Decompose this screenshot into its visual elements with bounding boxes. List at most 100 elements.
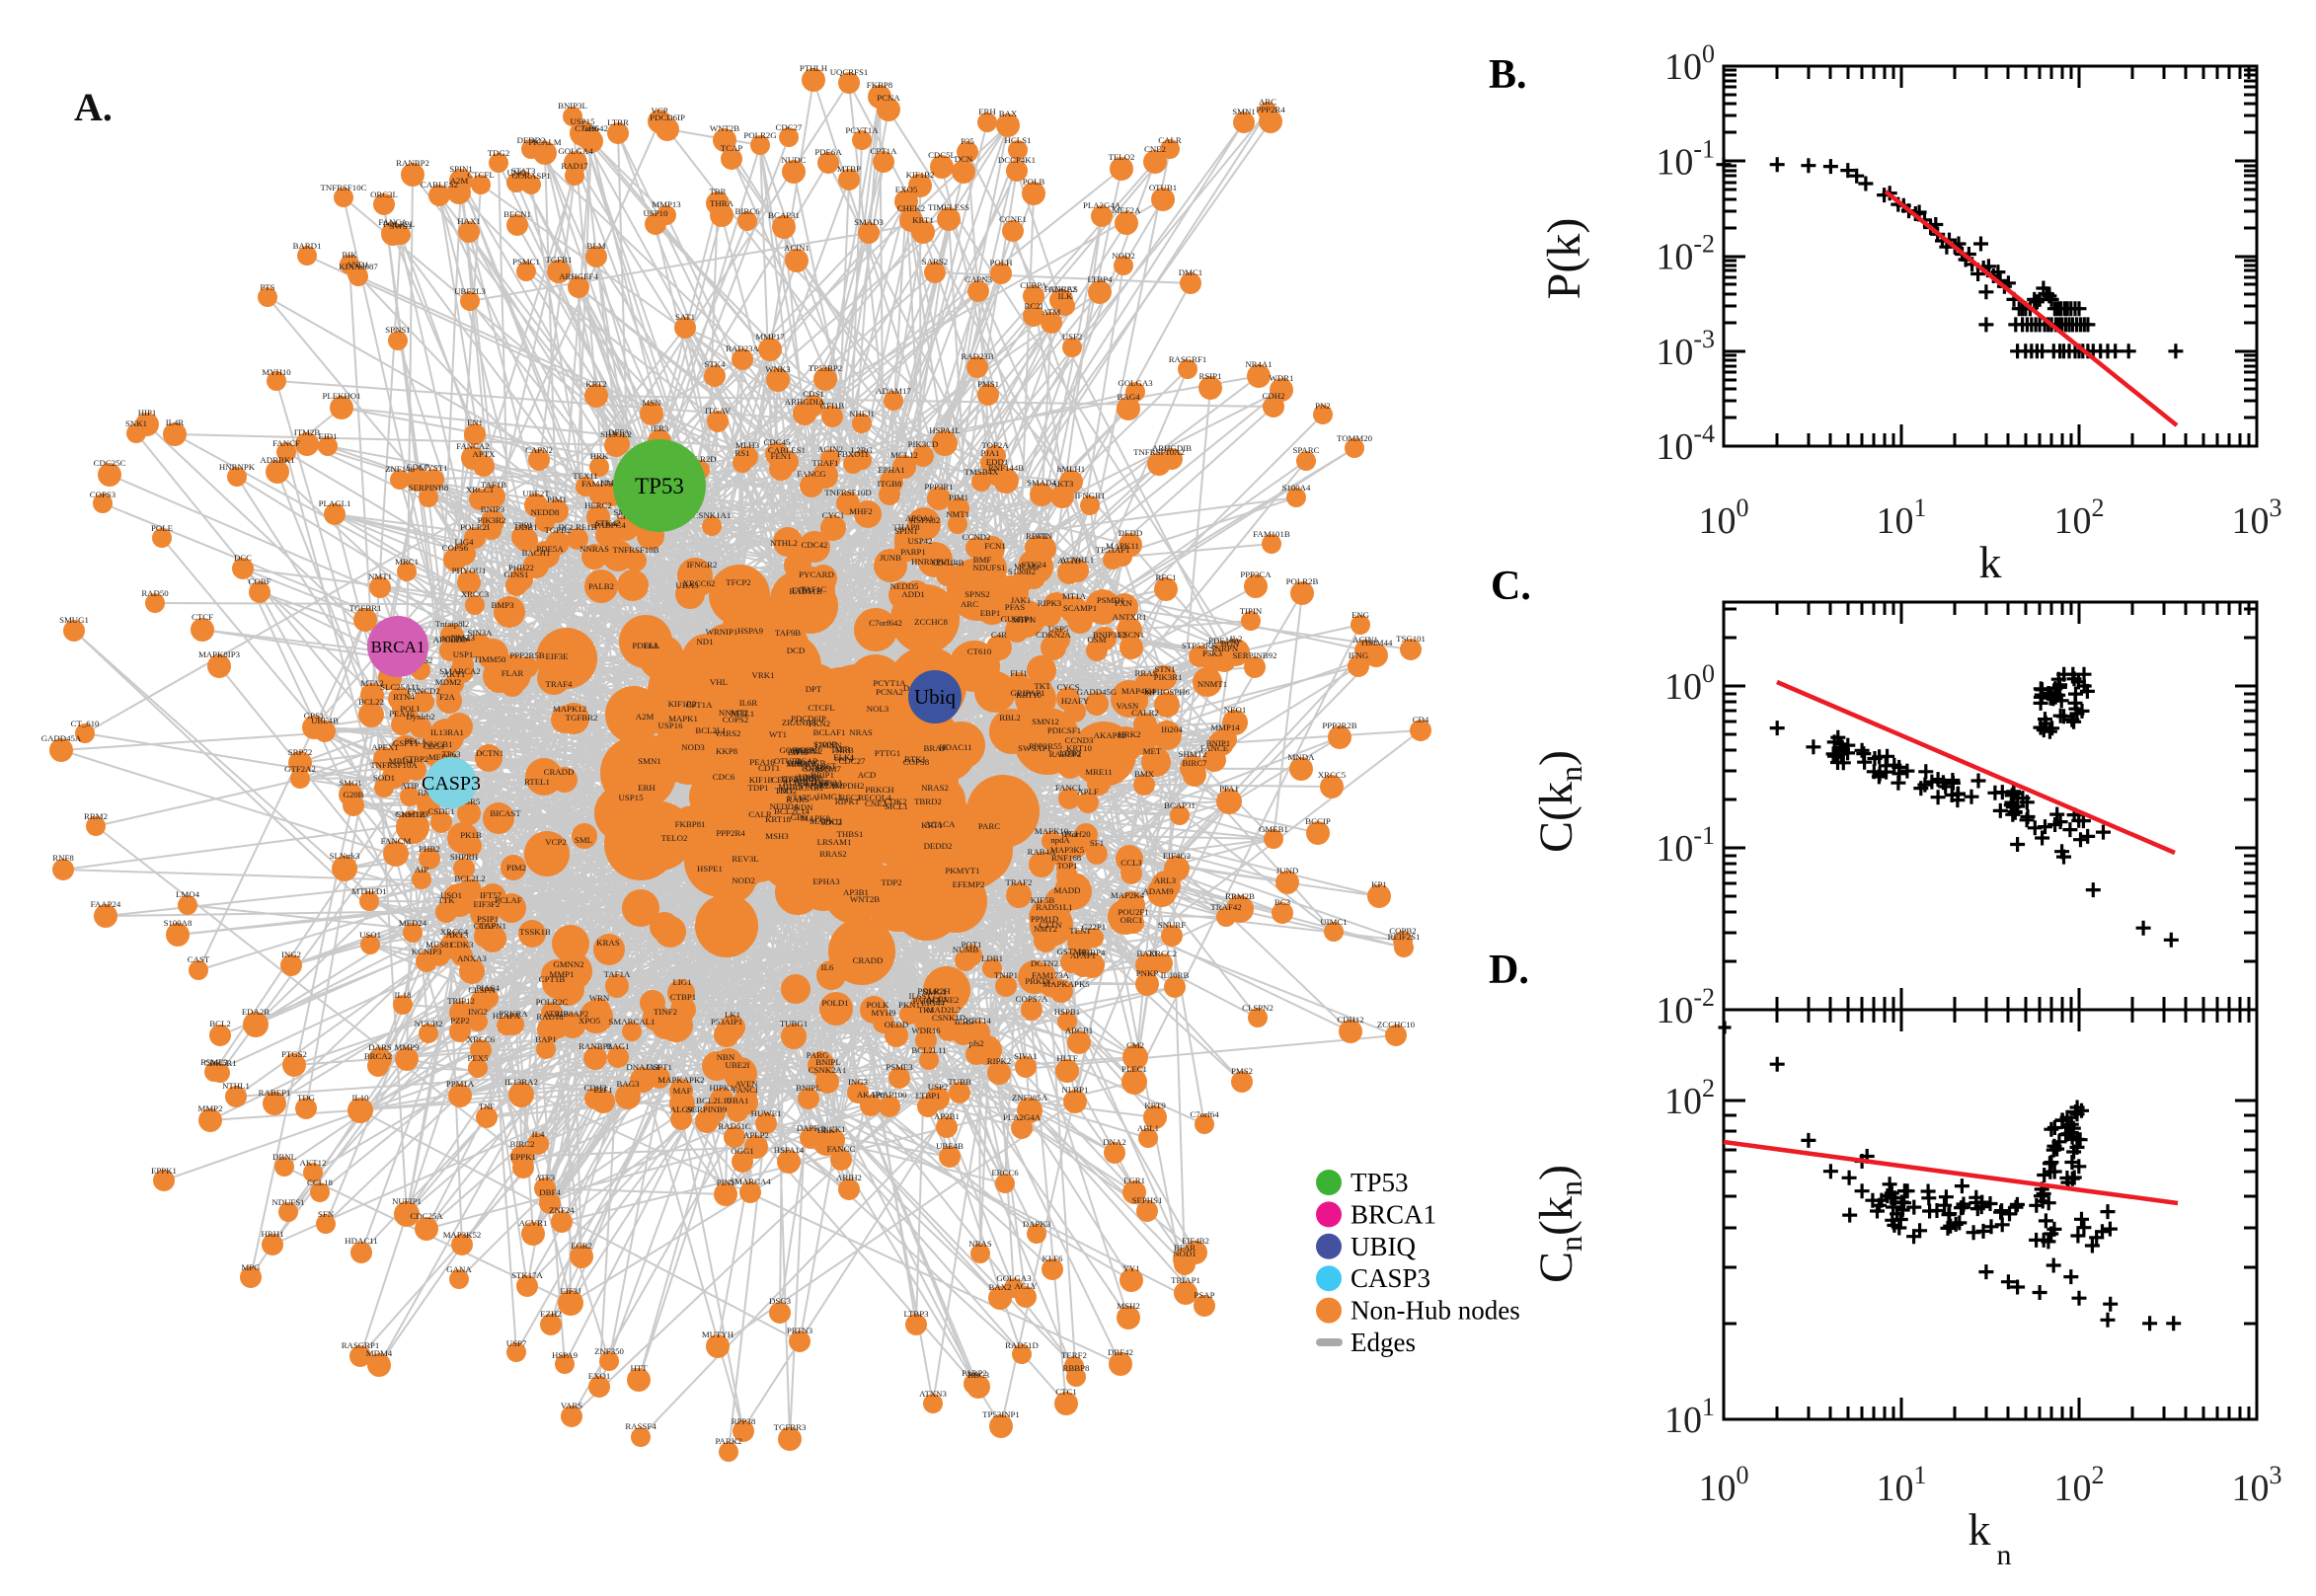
svg-text:MHF2: MHF2 bbox=[849, 506, 872, 516]
svg-text:BNIPL: BNIPL bbox=[796, 1083, 820, 1093]
svg-text:ATM: ATM bbox=[1042, 307, 1061, 317]
svg-text:EPHA1: EPHA1 bbox=[878, 465, 904, 475]
svg-text:CDC25A: CDC25A bbox=[410, 1211, 443, 1221]
svg-text:ACACA: ACACA bbox=[925, 819, 956, 829]
svg-text:MPHOSPH6: MPHOSPH6 bbox=[1144, 687, 1191, 697]
svg-text:LTBP1: LTBP1 bbox=[915, 1091, 940, 1101]
svg-text:TNIP1: TNIP1 bbox=[994, 970, 1018, 980]
svg-text:SMG1: SMG1 bbox=[339, 778, 361, 788]
svg-text:CDK3: CDK3 bbox=[451, 940, 475, 950]
svg-text:SMAD3: SMAD3 bbox=[854, 217, 884, 227]
svg-text:IL13RA1: IL13RA1 bbox=[430, 727, 464, 737]
svg-text:DSG3: DSG3 bbox=[769, 1296, 792, 1306]
svg-text:EIF4G2: EIF4G2 bbox=[1163, 851, 1191, 861]
svg-text:PN2: PN2 bbox=[1315, 401, 1331, 411]
svg-text:CCNE1: CCNE1 bbox=[999, 214, 1027, 224]
svg-text:RFC2: RFC2 bbox=[839, 793, 860, 802]
svg-text:OGG1: OGG1 bbox=[731, 1146, 753, 1156]
svg-text:RSIP1: RSIP1 bbox=[1199, 371, 1222, 381]
svg-text:EFEMP2: EFEMP2 bbox=[953, 879, 985, 889]
svg-text:LTBR: LTBR bbox=[607, 117, 629, 127]
svg-text:HSPA14: HSPA14 bbox=[774, 1145, 805, 1155]
svg-text:PARC: PARC bbox=[978, 821, 1000, 831]
svg-text:RBBP4: RBBP4 bbox=[1079, 948, 1106, 957]
svg-text:JAK1: JAK1 bbox=[1011, 595, 1032, 605]
svg-text:PEG3: PEG3 bbox=[404, 736, 425, 746]
svg-text:WRNIP1: WRNIP1 bbox=[706, 627, 738, 637]
svg-text:TRAF2: TRAF2 bbox=[1006, 877, 1033, 887]
svg-text:D.: D. bbox=[1489, 948, 1529, 993]
svg-text:TOP2A: TOP2A bbox=[981, 440, 1009, 450]
svg-text:NEDD4: NEDD4 bbox=[770, 801, 799, 811]
svg-text:BIK: BIK bbox=[342, 250, 357, 260]
svg-text:EXO5: EXO5 bbox=[895, 185, 918, 194]
svg-text:OEDD: OEDD bbox=[885, 1020, 908, 1029]
svg-text:RASGRP1: RASGRP1 bbox=[342, 1340, 380, 1350]
svg-text:CAST: CAST bbox=[188, 954, 210, 964]
svg-text:NTHL2: NTHL2 bbox=[770, 538, 798, 548]
svg-text:HIP1: HIP1 bbox=[138, 408, 157, 418]
svg-text:RASSF4: RASSF4 bbox=[625, 1421, 656, 1431]
svg-text:GRIPAP1: GRIPAP1 bbox=[1011, 688, 1045, 698]
svg-text:RNF168: RNF168 bbox=[1051, 853, 1082, 863]
svg-text:SWSAP1: SWSAP1 bbox=[1018, 743, 1051, 753]
svg-text:USO1: USO1 bbox=[359, 930, 381, 940]
svg-text:SML: SML bbox=[575, 835, 592, 845]
svg-text:HUWE1: HUWE1 bbox=[751, 1108, 782, 1118]
svg-text:THBS1: THBS1 bbox=[837, 829, 864, 839]
svg-text:E2F1: E2F1 bbox=[593, 1085, 612, 1095]
svg-text:BAG3: BAG3 bbox=[617, 1079, 641, 1089]
svg-text:SMG1: SMG1 bbox=[923, 987, 946, 997]
svg-text:HCLS1: HCLS1 bbox=[1005, 135, 1032, 145]
svg-text:PTS: PTS bbox=[260, 282, 274, 292]
svg-text:C7orf64: C7orf64 bbox=[1190, 1109, 1219, 1119]
svg-text:n: n bbox=[1997, 1539, 2012, 1571]
svg-text:MSN: MSN bbox=[642, 398, 661, 408]
svg-text:UBE2T: UBE2T bbox=[522, 489, 550, 498]
svg-text:ZNF350: ZNF350 bbox=[594, 1346, 624, 1356]
svg-text:VCP2: VCP2 bbox=[545, 837, 567, 847]
svg-text:PPM1A: PPM1A bbox=[446, 1079, 475, 1089]
svg-text:BAG4: BAG4 bbox=[1118, 392, 1141, 402]
svg-text:POU2F1: POU2F1 bbox=[1118, 907, 1148, 917]
svg-text:MMP14: MMP14 bbox=[1210, 722, 1240, 732]
svg-text:PHB22: PHB22 bbox=[508, 563, 534, 572]
svg-text:JUND: JUND bbox=[1276, 866, 1298, 875]
svg-text:COPS7A: COPS7A bbox=[1016, 994, 1048, 1004]
svg-text:NHEJ1: NHEJ1 bbox=[849, 409, 875, 418]
svg-text:MAPK1: MAPK1 bbox=[668, 714, 698, 723]
svg-text:C7orf642: C7orf642 bbox=[869, 618, 902, 628]
svg-text:MAP2K4: MAP2K4 bbox=[1111, 890, 1145, 900]
svg-text:PRTN3: PRTN3 bbox=[787, 1326, 813, 1335]
svg-text:CLSPN2: CLSPN2 bbox=[1242, 1003, 1274, 1013]
svg-text:XRCC6: XRCC6 bbox=[467, 1034, 496, 1044]
svg-text:H2AFX: H2AFX bbox=[493, 1011, 521, 1021]
svg-text:IL6R: IL6R bbox=[739, 698, 758, 708]
svg-text:ARC: ARC bbox=[961, 599, 978, 609]
svg-text:ZNF148: ZNF148 bbox=[385, 464, 415, 474]
svg-text:UIMC1: UIMC1 bbox=[1320, 917, 1347, 927]
svg-text:ENG: ENG bbox=[1351, 610, 1370, 620]
svg-text:RANBP2: RANBP2 bbox=[396, 158, 429, 168]
svg-text:Ifi204: Ifi204 bbox=[1161, 724, 1183, 734]
svg-text:POLR2G: POLR2G bbox=[743, 130, 777, 140]
svg-text:CPT1A: CPT1A bbox=[686, 700, 714, 710]
svg-text:LDB1: LDB1 bbox=[981, 953, 1003, 963]
svg-text:RRM2B: RRM2B bbox=[1225, 891, 1255, 901]
svg-text:RIPK3: RIPK3 bbox=[1038, 598, 1062, 608]
svg-text:KRT9: KRT9 bbox=[1144, 1101, 1166, 1110]
svg-text:PIM2: PIM2 bbox=[506, 863, 526, 873]
svg-text:NTHL1: NTHL1 bbox=[222, 1081, 250, 1091]
svg-text:STK4: STK4 bbox=[704, 359, 726, 369]
svg-text:SRP72: SRP72 bbox=[288, 747, 312, 757]
svg-text:MMP1: MMP1 bbox=[550, 969, 575, 979]
svg-text:EIF4B2: EIF4B2 bbox=[1182, 1236, 1209, 1246]
svg-text:RNF8: RNF8 bbox=[52, 853, 74, 863]
svg-text:k: k bbox=[1969, 1504, 1991, 1555]
svg-text:SOD1: SOD1 bbox=[373, 773, 395, 783]
svg-text:WRN: WRN bbox=[589, 993, 610, 1003]
svg-text:ARIH2: ARIH2 bbox=[836, 1173, 862, 1182]
svg-text:Ubiq: Ubiq bbox=[914, 685, 957, 709]
svg-text:DNA2: DNA2 bbox=[1103, 1137, 1125, 1147]
svg-text:OSM: OSM bbox=[1087, 635, 1106, 645]
